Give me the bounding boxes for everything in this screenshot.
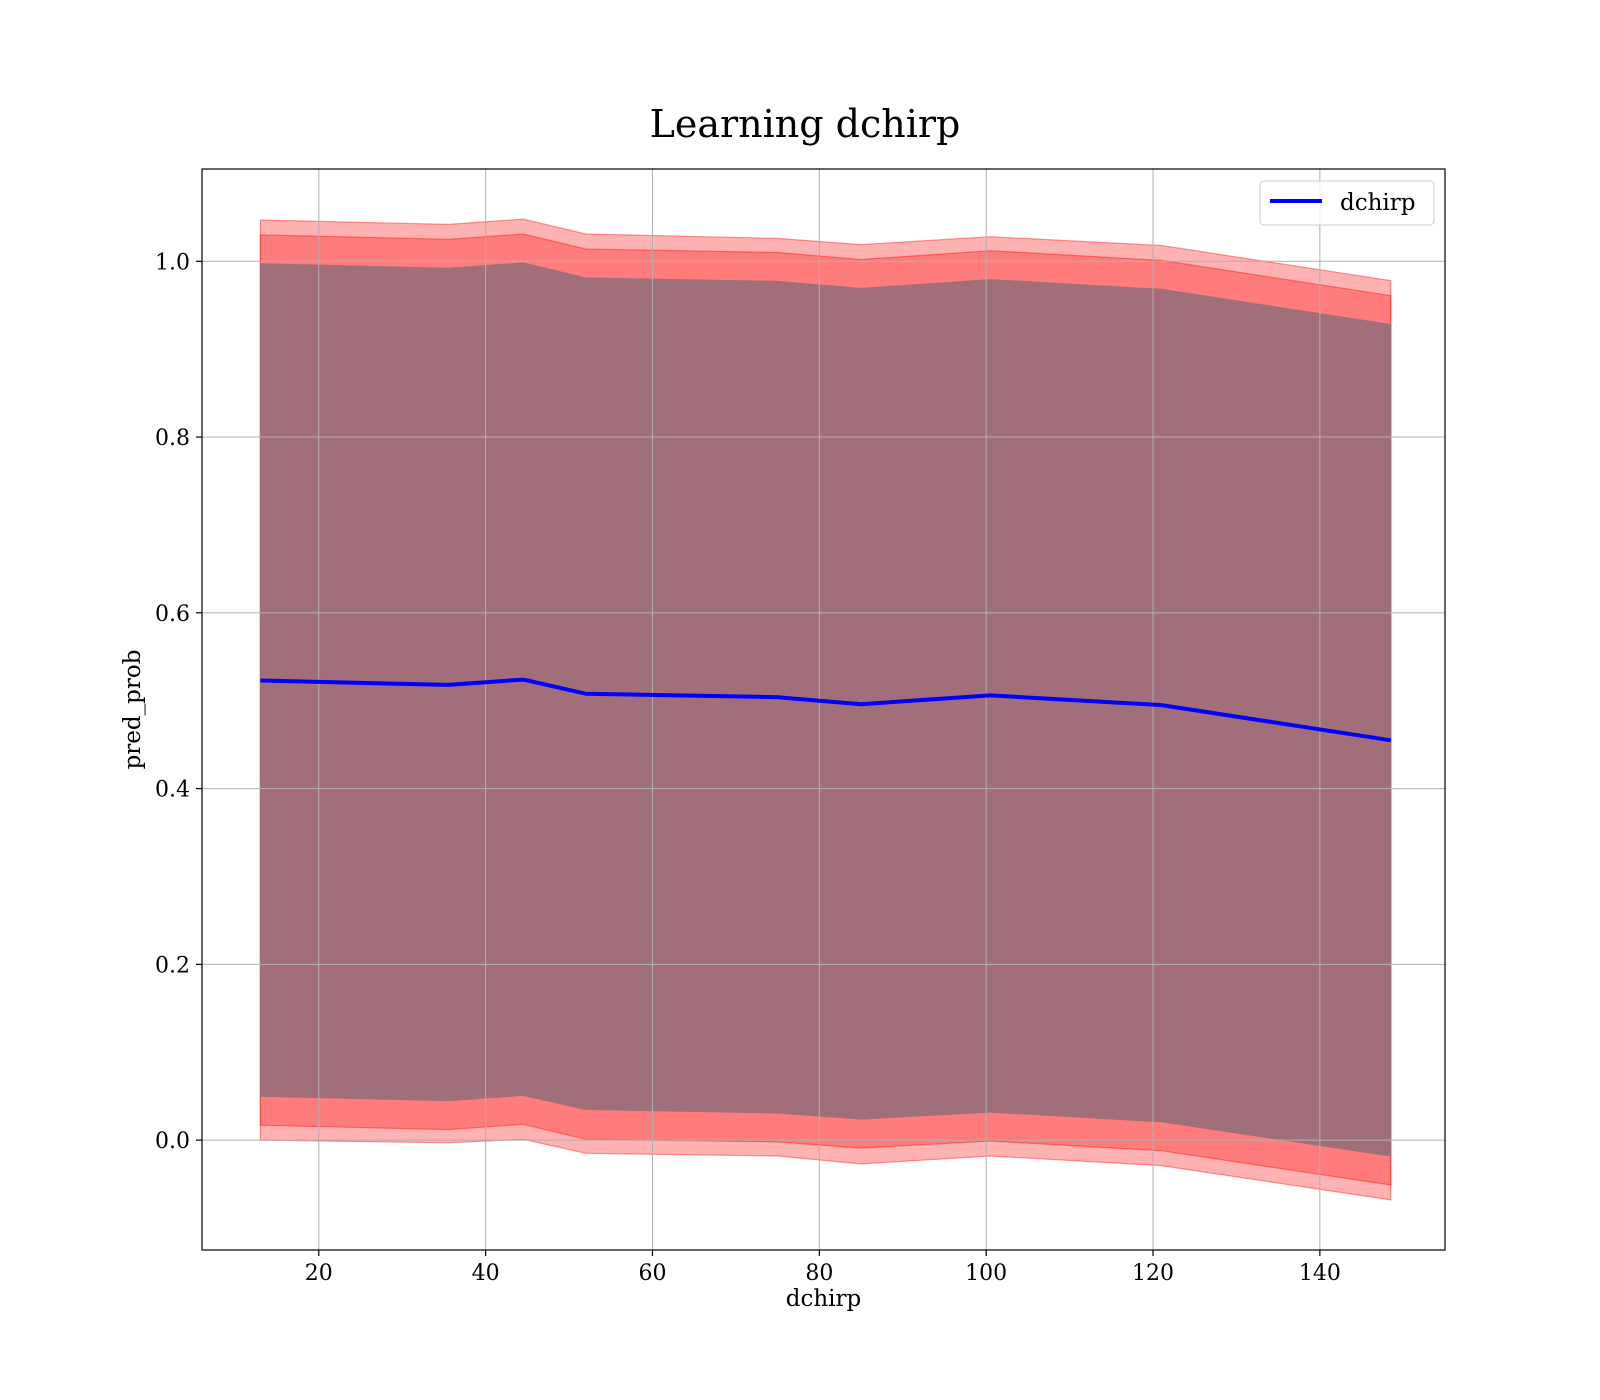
- x-tick-label: 100: [965, 1261, 1007, 1286]
- series-lines: [260, 677, 1392, 743]
- legend: dchirp: [1259, 180, 1435, 226]
- y-tick-label: 0.8: [155, 426, 190, 451]
- legend-label: dchirp: [1340, 190, 1416, 216]
- y-axis-label: pred_prob: [120, 650, 146, 770]
- y-tick-label: 0.6: [155, 602, 190, 627]
- plot-frame: [201, 168, 1446, 1251]
- y-tick-label: 0.0: [155, 1129, 190, 1154]
- x-tick-label: 40: [472, 1261, 500, 1286]
- grid: [202, 169, 1445, 1250]
- series-line-dchirp: [260, 677, 1392, 743]
- y-tick-label: 0.2: [155, 953, 190, 978]
- x-tick-label: 140: [1299, 1261, 1341, 1286]
- x-axis-ticks: 20 40 60 80 100 120 140: [305, 1250, 1341, 1286]
- y-tick-label: 0.4: [155, 778, 190, 803]
- x-axis-label: dchirp: [786, 1286, 862, 1312]
- confidence-band-3: [259, 262, 1392, 1157]
- x-tick-label: 80: [805, 1261, 833, 1286]
- chart-title: Learning dchirp: [649, 102, 961, 146]
- legend-box: [1259, 180, 1435, 226]
- x-tick-label: 120: [1132, 1261, 1174, 1286]
- confidence-bands: [259, 218, 1392, 1201]
- x-tick-label: 60: [638, 1261, 666, 1286]
- y-tick-label: 1.0: [155, 250, 190, 275]
- y-axis-ticks: 0.0 0.2 0.4 0.6 0.8 1.0: [155, 250, 202, 1154]
- x-tick-label: 20: [305, 1261, 333, 1286]
